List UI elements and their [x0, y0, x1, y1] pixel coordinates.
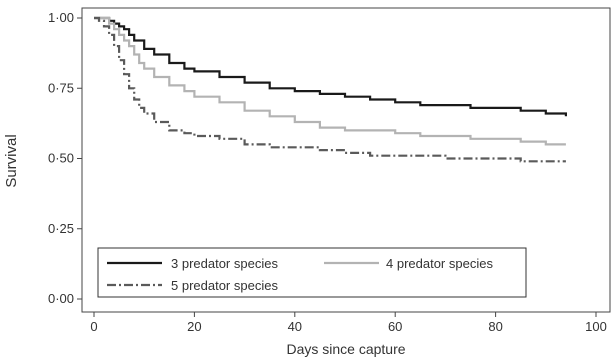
y-tick-label: 0·25 — [48, 221, 74, 236]
y-tick-label: 1·00 — [48, 10, 74, 25]
series-line — [94, 16, 567, 117]
x-tick-label: 100 — [585, 319, 607, 334]
y-tick-label: 0·75 — [48, 80, 74, 95]
legend: 3 predator species 4 predator species 5 pr… — [97, 247, 527, 298]
x-tick-label: 60 — [388, 319, 402, 334]
legend-label: 4 predator species — [386, 256, 493, 271]
y-axis-label: Survival — [3, 134, 20, 187]
y-tick-label: 0·00 — [48, 291, 74, 306]
plot-frame — [81, 7, 611, 313]
axes: 0·00 0·25 0·50 0·75 1·00 0 20 40 60 80 100 — [48, 10, 607, 334]
legend-label: 5 predator species — [171, 278, 278, 293]
series-line — [94, 16, 566, 146]
x-tick-label: 40 — [288, 319, 302, 334]
x-tick-label: 0 — [90, 319, 97, 334]
x-axis-label: Days since capture — [286, 341, 405, 357]
x-tick-label: 80 — [488, 319, 502, 334]
plot-area — [81, 7, 611, 313]
x-tick-label: 20 — [187, 319, 201, 334]
series-layer — [94, 16, 567, 163]
series-line — [94, 16, 566, 163]
legend-box — [97, 247, 527, 298]
y-tick-label: 0·50 — [48, 151, 74, 166]
legend-label: 3 predator species — [171, 256, 278, 271]
